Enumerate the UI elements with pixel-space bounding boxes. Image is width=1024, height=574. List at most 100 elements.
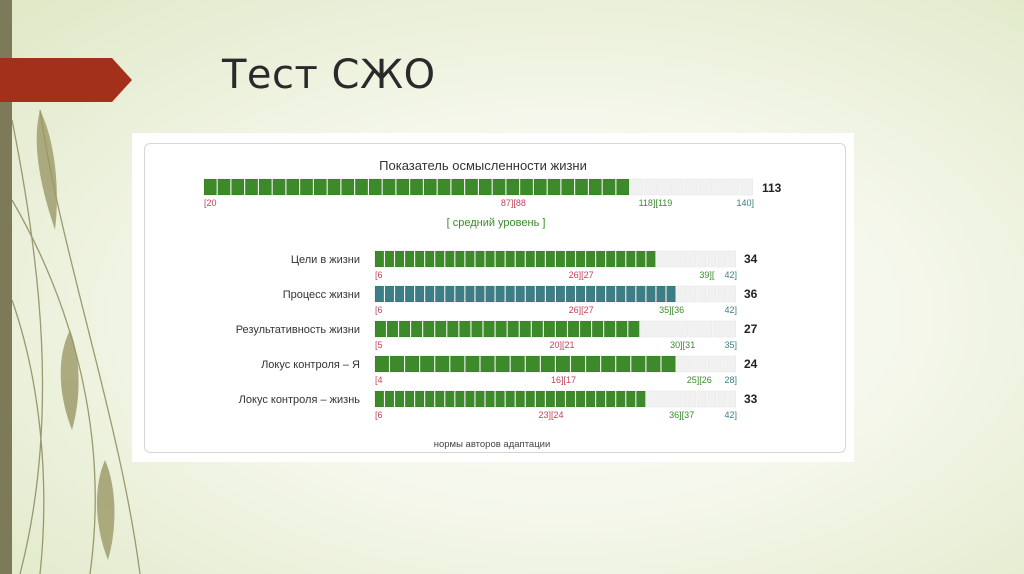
scale-bar-segment	[465, 355, 480, 373]
main-bar-segment	[355, 178, 369, 196]
scale-bar-segment	[706, 390, 716, 408]
scale-bar-segment	[394, 390, 405, 408]
scale-label: Локус контроля – жизнь	[239, 394, 361, 406]
scale-bar-segment	[696, 285, 706, 303]
main-bar-segment	[478, 178, 492, 196]
scale-bar-segment	[384, 285, 395, 303]
scale-threshold-label: 35]	[724, 340, 737, 350]
scale-threshold-label: [6	[375, 305, 383, 315]
main-bar-segment	[671, 178, 685, 196]
scale-bar-segment	[664, 320, 676, 338]
main-bar-segment	[410, 178, 424, 196]
scale-value-label: 36	[744, 287, 758, 301]
scale-bar-segment	[519, 320, 531, 338]
scale-bar-segment	[414, 285, 425, 303]
scale-bar-segment	[414, 390, 425, 408]
scale-bar-segment	[540, 355, 556, 373]
scale-bar-segment	[706, 250, 716, 268]
scale-threshold-label: 42]	[724, 305, 737, 315]
scale-bar-segment	[535, 250, 546, 268]
scale-threshold-label: 25][26	[687, 375, 712, 385]
scale-bar-segment	[386, 320, 399, 338]
scale-bar-segment	[404, 285, 415, 303]
scale-threshold-label: 36][37	[669, 410, 694, 420]
scale-bar-segment	[604, 320, 616, 338]
scale-bar-segment	[652, 320, 664, 338]
scale-value-label: 24	[744, 357, 758, 371]
scale-bar-segment	[545, 250, 556, 268]
scale-bar-segment	[606, 285, 616, 303]
scale-bar-segment	[495, 250, 505, 268]
decorative-vines	[11, 109, 141, 574]
main-bar-segment	[231, 178, 245, 196]
scale-bar-segment	[656, 250, 666, 268]
scale-bar-segment	[495, 355, 510, 373]
scale-bar-segment	[425, 390, 435, 408]
scale-bar-segment	[445, 250, 455, 268]
scale-bar-segment	[676, 320, 688, 338]
scale-bar-segment	[515, 390, 525, 408]
main-bar-segment	[657, 178, 671, 196]
scale-bar-segment	[570, 355, 586, 373]
scale-bar-segment	[435, 390, 445, 408]
scale-bar-segment	[666, 285, 676, 303]
scale-bar-segment	[716, 390, 727, 408]
scale-bar-segment	[585, 390, 596, 408]
scale-value-label: 27	[744, 322, 758, 336]
scale-threshold-label: 39][	[699, 270, 715, 280]
scale-bar-segment	[447, 320, 459, 338]
scale-threshold-label: 16][17	[551, 375, 576, 385]
chart-frame: Показатель осмысленности жизни 113 [20 87][…	[132, 133, 854, 462]
scale-bar-segment	[616, 250, 626, 268]
scale-bar-segment	[726, 390, 737, 408]
scale-bar-segment	[545, 285, 556, 303]
scale-bar-segment	[475, 250, 485, 268]
scale-bar-segment	[435, 285, 445, 303]
scale-bar-segment	[374, 320, 387, 338]
scale-bar-segment	[374, 355, 390, 373]
scale-bar-segment	[425, 250, 435, 268]
main-bar-segment	[286, 178, 300, 196]
scale-bar-segment	[640, 320, 652, 338]
scale-bar-segment	[626, 285, 636, 303]
main-bar-segment	[272, 178, 286, 196]
scale-bar-segment	[495, 320, 507, 338]
scale-threshold-label: 35][36	[659, 305, 684, 315]
scale-bar-segment	[414, 250, 425, 268]
main-bar-segment	[575, 178, 589, 196]
scale-bar-segment	[531, 320, 543, 338]
scale-bar-segment	[555, 355, 571, 373]
scale-threshold-label: [5	[375, 340, 383, 350]
scale-bar-segment	[676, 390, 686, 408]
scale-bar-segment	[606, 250, 616, 268]
scale-bar-segment	[636, 250, 646, 268]
scale-bar-segment	[579, 320, 592, 338]
scale-threshold-label: [6	[375, 270, 383, 280]
main-bar-segment	[300, 178, 314, 196]
scale-bar-segment	[724, 320, 737, 338]
scale-bar-segment	[515, 285, 525, 303]
scale-bar-segment	[616, 390, 626, 408]
main-bar-segment	[327, 178, 341, 196]
scale-bar-segment	[485, 285, 495, 303]
scale-bar-segment	[423, 320, 435, 338]
main-bar-segment	[396, 178, 410, 196]
scale-bar-segment	[686, 390, 696, 408]
scale-threshold-label: 42]	[724, 410, 737, 420]
scale-bar-segment	[475, 390, 485, 408]
side-band	[0, 0, 12, 574]
main-threshold-label: [20	[204, 198, 217, 208]
scale-bar-segment	[459, 320, 471, 338]
scale-bar-segment	[716, 250, 727, 268]
scale-threshold-label: 26][27	[569, 270, 594, 280]
scale-bar-segment	[465, 390, 475, 408]
main-bar-segment	[382, 178, 396, 196]
scale-bar-segment	[595, 250, 606, 268]
scale-bar-segment	[455, 250, 465, 268]
scale-bar-segment	[555, 285, 566, 303]
scale-bar-segment	[483, 320, 495, 338]
main-threshold-label: 140]	[736, 198, 754, 208]
scale-bar-segment	[510, 355, 525, 373]
main-bar-segment	[698, 178, 712, 196]
scale-threshold-label: [4	[375, 375, 383, 385]
